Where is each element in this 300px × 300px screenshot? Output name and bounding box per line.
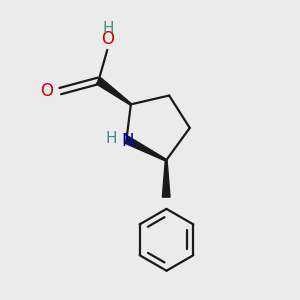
Polygon shape — [96, 78, 131, 105]
Text: O: O — [101, 30, 114, 48]
Polygon shape — [125, 136, 166, 161]
Text: H: H — [105, 131, 117, 146]
Text: N: N — [122, 132, 134, 150]
Text: O: O — [40, 82, 53, 100]
Polygon shape — [162, 160, 170, 197]
Text: H: H — [102, 21, 114, 36]
